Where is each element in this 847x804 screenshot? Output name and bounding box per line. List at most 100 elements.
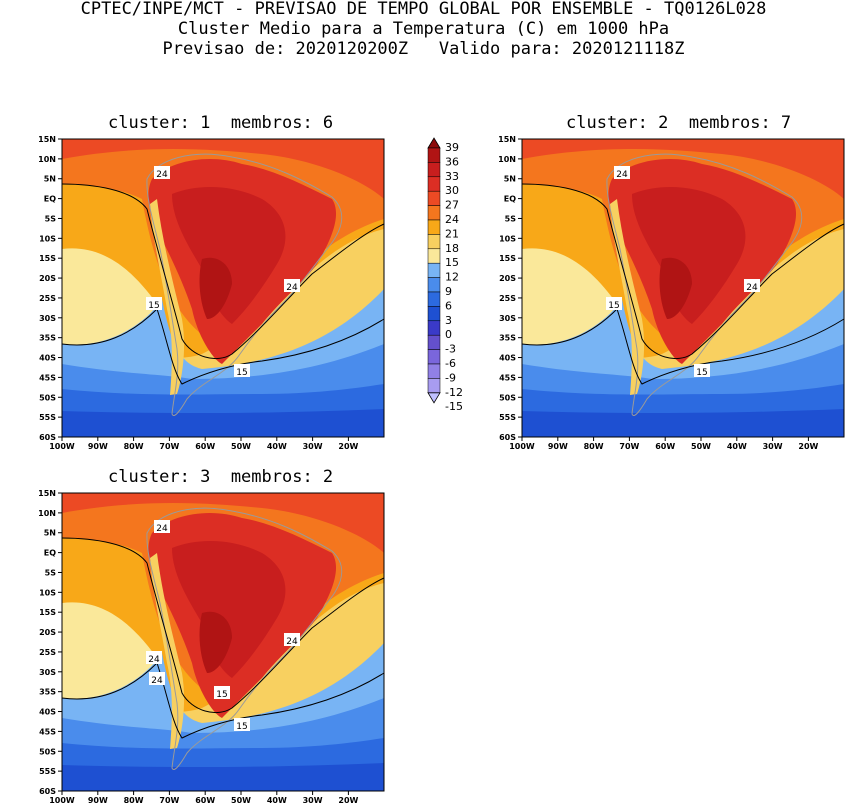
colorbar-segment: [427, 219, 441, 235]
contour-label: 24: [286, 637, 298, 647]
lat-tick-label: 10N: [498, 155, 516, 164]
lon-tick-label: 20W: [798, 442, 818, 450]
colorbar-label: -15: [445, 400, 463, 413]
lon-tick-label: 20W: [338, 442, 358, 450]
andes-strip: [610, 199, 645, 395]
colorbar-label: 39: [445, 141, 459, 154]
coastline: [146, 153, 343, 416]
contour-label-box: [214, 686, 230, 699]
lon-tick-label: 50W: [231, 796, 251, 804]
lon-tick-label: 60W: [195, 796, 215, 804]
lat-tick-label: 5N: [44, 529, 56, 538]
colorbar-label: 36: [445, 155, 459, 168]
lat-tick-label: 50S: [39, 747, 56, 756]
lon-tick-label: 80W: [584, 442, 604, 450]
map-panel-cluster-1: 24 24 15 15 15N 10N 5N EQ 5S 10S 15S 20S 25S 30S 35S 40…: [38, 135, 385, 450]
colorbar-label: 30: [445, 184, 459, 197]
colorbar-top-arrow: [427, 137, 441, 149]
contour-label: 24: [156, 524, 168, 534]
colorbar-segment: [427, 205, 441, 221]
contour-24: [61, 183, 385, 360]
colorbar-label: 33: [445, 170, 459, 183]
colorbar-segment: [427, 147, 441, 163]
lat-tick-label: 20S: [39, 628, 56, 637]
lat-tick-label: 60S: [39, 433, 56, 442]
colorbar-segment: [427, 306, 441, 322]
lon-tick-label: 30W: [303, 442, 323, 450]
contour-label: 24: [746, 283, 758, 293]
contour-15: [61, 662, 385, 739]
field-band-3: [62, 763, 384, 791]
lat-tick-label: 10N: [38, 155, 56, 164]
lon-tick-label: 40W: [267, 796, 287, 804]
contour-label-box: [146, 297, 162, 310]
lat-tick-label: EQ: [44, 195, 56, 204]
lon-tick-label: 80W: [124, 796, 144, 804]
lat-tick-label: 15S: [39, 254, 56, 263]
lon-tick-label: 90W: [548, 442, 568, 450]
lat-tick-label: 35S: [499, 334, 516, 343]
lon-tick-label: 70W: [159, 442, 179, 450]
colorbar-segment: [427, 349, 441, 365]
lat-tick-label: 25S: [39, 648, 56, 657]
contour-label: 24: [151, 676, 163, 686]
colorbar-label: 0: [445, 328, 452, 341]
colorbar-label: 12: [445, 271, 459, 284]
colorbar-segment: [427, 248, 441, 264]
lat-tick-label: 55S: [39, 413, 56, 422]
header-line-1: CPTEC/INPE/MCT - PREVISAO DE TEMPO GLOBA…: [80, 0, 767, 19]
contour-label: 15: [608, 301, 619, 311]
contour-label-box: [154, 166, 170, 179]
continent-warm-36: [199, 257, 232, 319]
contour-label-box: [606, 297, 622, 310]
lon-tick-label: 60W: [195, 442, 215, 450]
colorbar-label: 9: [445, 285, 452, 298]
lat-tick-label: 15N: [38, 489, 56, 498]
lat-tick-label: 25S: [39, 294, 56, 303]
colorbar-label: 15: [445, 256, 459, 269]
lon-tick-label: 30W: [303, 796, 323, 804]
contour-15: [61, 308, 385, 385]
contour-24: [61, 537, 385, 714]
map-frame: [521, 138, 845, 438]
lat-tick-label: 5N: [504, 175, 516, 184]
panel-3-title: cluster: 3 membros: 2: [108, 467, 334, 487]
colorbar-label: 24: [445, 213, 459, 226]
colorbar-segment: [427, 190, 441, 206]
colorbar-label: 21: [445, 227, 459, 240]
field-band-3: [62, 409, 384, 437]
contour-label: 15: [236, 368, 247, 378]
contour-15: [521, 308, 845, 385]
contour-label-box: [234, 364, 250, 377]
lon-tick-label: 100W: [49, 796, 75, 804]
lat-tick-label: 5S: [505, 214, 517, 223]
lon-tick-label: 100W: [509, 442, 535, 450]
field-band-3: [522, 409, 844, 437]
field-band-27: [522, 139, 844, 199]
lon-tick-label: 50W: [691, 442, 711, 450]
lat-tick-label: 15S: [39, 608, 56, 617]
colorbar-segment: [427, 320, 441, 336]
lat-tick-label: 5S: [45, 214, 57, 223]
lat-tick-label: 45S: [499, 373, 516, 382]
colorbar-segment: [427, 176, 441, 192]
map-area: 24 24 24 15 24 15: [61, 492, 385, 792]
map-area: 24 24 15 15: [521, 138, 845, 438]
colorbar-label: 18: [445, 242, 459, 255]
contour-label: 24: [286, 283, 298, 293]
contour-label: 15: [696, 368, 707, 378]
lat-tick-label: 20S: [499, 274, 516, 283]
map-panel-cluster-2: 24 24 15 15 15N 10N 5N EQ 5S 10S 15S 20S 25S 30S 35S 40…: [498, 135, 845, 450]
contour-label-box: [694, 364, 710, 377]
lat-tick-label: 15S: [499, 254, 516, 263]
panel-2-title: cluster: 2 membros: 7: [566, 113, 792, 133]
colorbar-label: 27: [445, 199, 459, 212]
colorbar-segment: [427, 291, 441, 307]
lat-tick-label: 5N: [44, 175, 56, 184]
colorbar-label: -3: [445, 343, 456, 356]
contour-label-box: [284, 279, 300, 292]
panel-1-title: cluster: 1 membros: 6: [108, 113, 334, 133]
lat-tick-label: 40S: [39, 708, 56, 717]
contour-label-box: [154, 520, 170, 533]
